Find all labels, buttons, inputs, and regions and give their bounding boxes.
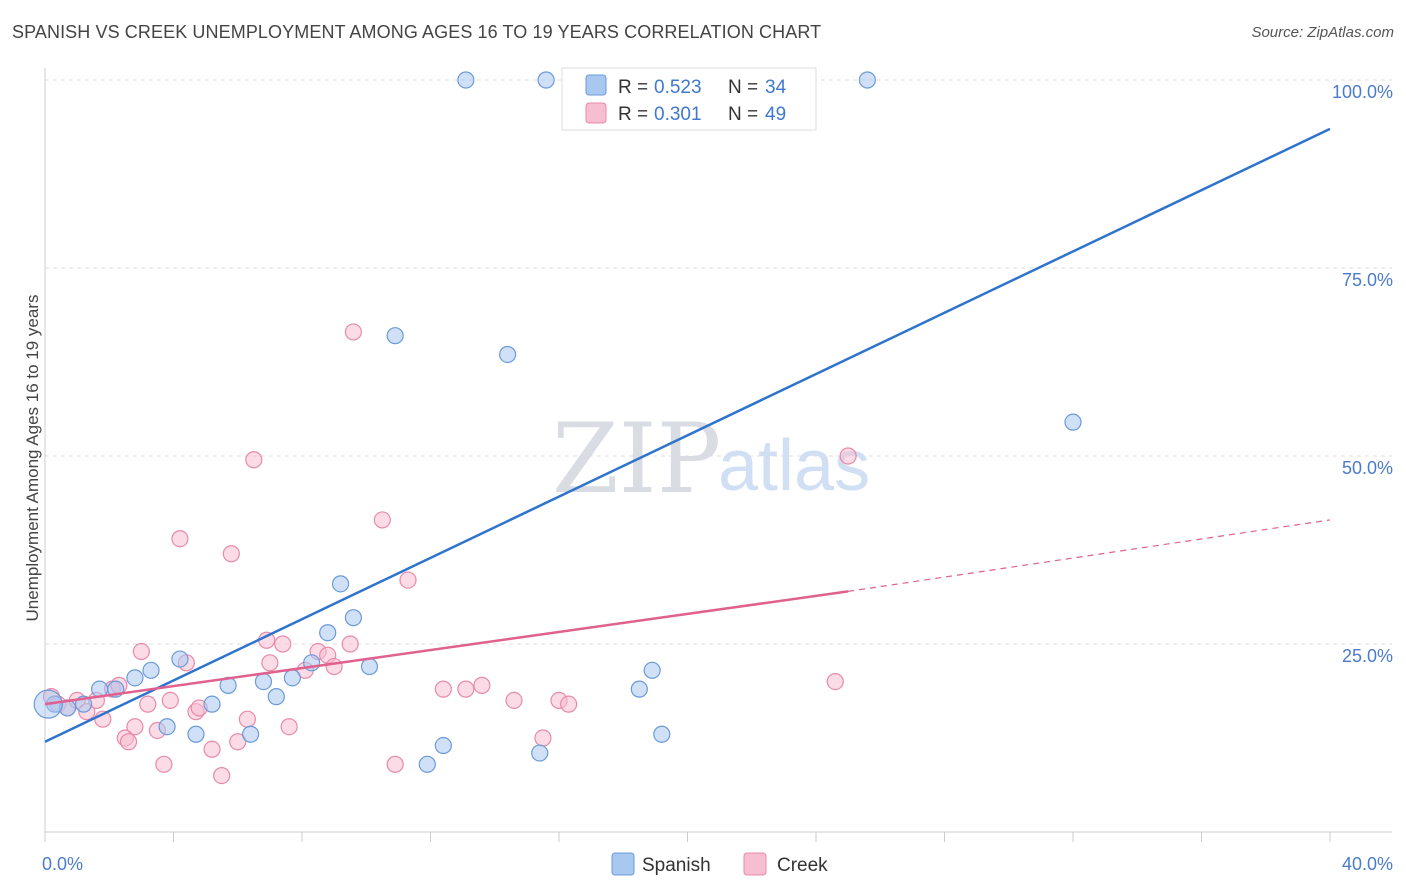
creek-point	[126, 718, 144, 736]
creek-point	[229, 733, 247, 751]
creek-point	[325, 657, 343, 676]
spanish-point	[331, 575, 350, 593]
spanish-point	[126, 669, 144, 687]
creek-point	[213, 766, 231, 785]
creek-point	[139, 695, 157, 713]
watermark-atlas-text: atlas	[718, 426, 870, 506]
y-tick-labels: 25.0% 50.0% 75.0% 100.0%	[1332, 82, 1393, 666]
creek-point	[434, 680, 452, 698]
creek-trend-line-extension	[848, 519, 1331, 592]
spanish-point	[531, 744, 549, 762]
creek-point	[505, 691, 523, 710]
creek-point	[132, 642, 150, 661]
spanish-point	[1064, 413, 1082, 431]
spanish-point	[171, 650, 189, 668]
spanish-point	[643, 661, 661, 679]
spanish-point	[203, 695, 221, 713]
chart-title: SPANISH VS CREEK UNEMPLOYMENT AMONG AGES…	[12, 22, 822, 42]
y-tick-label: 75.0%	[1342, 270, 1393, 290]
legend-creek-r-value: 0.301	[654, 104, 702, 125]
creek-point	[261, 654, 279, 672]
spanish-point	[537, 71, 555, 89]
x-tick-label: 0.0%	[42, 854, 83, 874]
spanish-point	[457, 71, 475, 89]
creek-point	[119, 733, 138, 751]
spanish-point	[858, 71, 877, 89]
creek-point	[155, 755, 173, 773]
creek-point	[245, 451, 263, 469]
spanish-point	[386, 327, 404, 345]
x-tick-label: 40.0%	[1342, 854, 1393, 874]
spanish-point	[630, 680, 648, 698]
grid-lines	[45, 79, 1392, 645]
creek-points	[42, 323, 857, 785]
creek-point	[839, 447, 857, 465]
creek-point	[203, 740, 221, 758]
legend-creek-n-label: N =	[728, 104, 758, 125]
spanish-point	[653, 725, 671, 743]
spanish-points	[33, 71, 1082, 773]
creek-point	[457, 680, 475, 698]
bottom-legend-creek: Creek	[777, 855, 828, 876]
creek-point	[534, 729, 552, 747]
creek-point	[560, 695, 578, 713]
spanish-point	[242, 725, 260, 743]
x-tick-labels: 0.0% 40.0%	[42, 854, 1393, 874]
spanish-point	[142, 661, 160, 679]
y-tick-label: 25.0%	[1342, 646, 1393, 666]
creek-point	[373, 511, 391, 529]
bottom-legend-swatch-spanish	[611, 852, 635, 876]
spanish-point	[283, 669, 301, 687]
creek-point	[274, 635, 292, 653]
legend-spanish-n-value: 34	[765, 77, 787, 98]
y-axis-label: Unemployment Among Ages 16 to 19 years	[23, 295, 42, 622]
spanish-point	[319, 624, 337, 642]
creek-point	[826, 672, 844, 691]
legend-spanish-n-label: N =	[728, 77, 758, 98]
legend-creek-n-value: 49	[765, 104, 786, 125]
creek-point	[473, 676, 491, 694]
spanish-point	[434, 736, 452, 755]
creek-point	[344, 323, 362, 341]
legend-creek-r-label: R =	[618, 104, 648, 125]
spanish-point	[499, 345, 517, 364]
spanish-point	[158, 718, 176, 736]
bottom-legend: Spanish Creek	[611, 852, 828, 876]
watermark: ZIP atlas	[552, 403, 870, 515]
spanish-point	[187, 725, 205, 743]
legend-spanish-r-value: 0.523	[654, 77, 702, 98]
bottom-legend-spanish: Spanish	[642, 855, 711, 876]
creek-point	[386, 755, 404, 773]
y-tick-label: 50.0%	[1342, 458, 1393, 478]
legend-spanish-r-label: R =	[618, 77, 648, 98]
legend-swatch-spanish	[585, 74, 607, 96]
trend-lines	[44, 127, 1331, 743]
creek-trend-line	[44, 590, 849, 706]
spanish-point	[418, 755, 436, 773]
spanish-point	[254, 672, 273, 691]
creek-point	[399, 571, 417, 589]
legend-swatch-creek	[585, 102, 607, 124]
legend-box: R = 0.523 N = 34 R = 0.301 N = 49	[561, 67, 817, 131]
spanish-point	[344, 609, 362, 627]
creek-point	[341, 635, 359, 653]
creek-point	[171, 530, 189, 548]
creek-point	[222, 545, 240, 563]
y-tick-label: 100.0%	[1332, 82, 1393, 102]
chart-source: Source: ZipAtlas.com	[1251, 24, 1394, 41]
bottom-legend-swatch-creek	[743, 852, 767, 876]
creek-point	[161, 691, 179, 710]
creek-point	[280, 718, 298, 736]
spanish-trend-line	[44, 127, 1331, 743]
spanish-point	[267, 688, 285, 706]
spanish-point	[360, 657, 379, 676]
creek-point	[238, 710, 256, 728]
